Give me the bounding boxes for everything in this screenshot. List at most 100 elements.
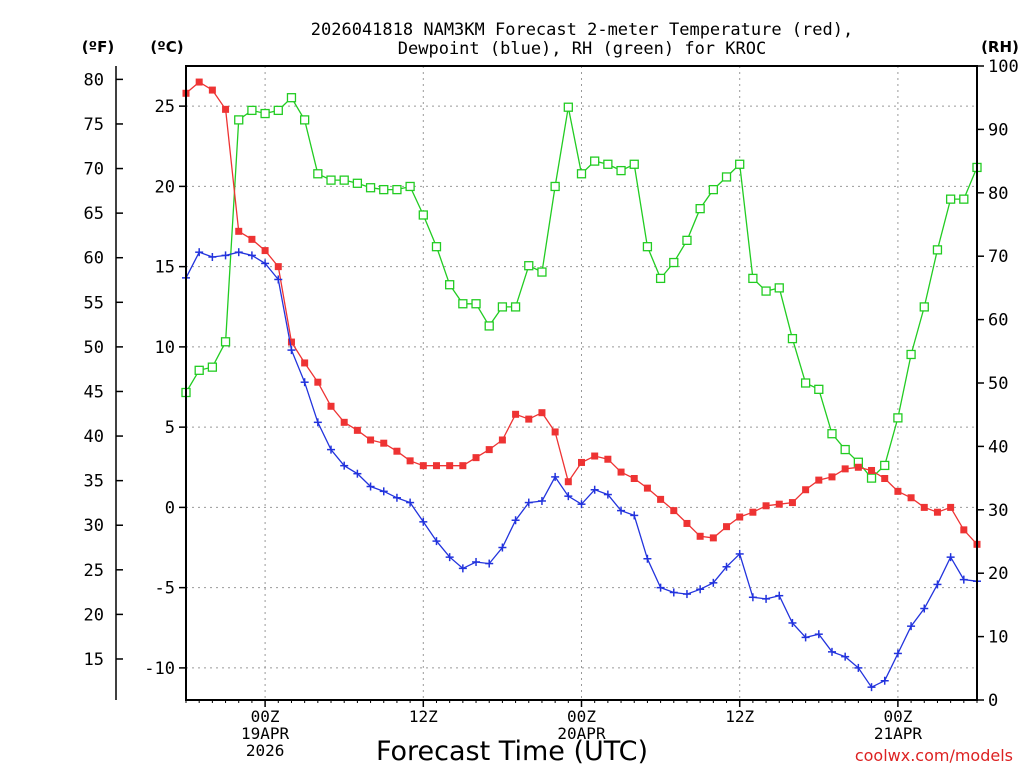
time-tick-label: 2026 [246, 741, 285, 760]
temperature-point [591, 452, 599, 460]
dewpoint-point [762, 594, 771, 603]
dewpoint-point [234, 248, 243, 257]
dewpoint-point [748, 593, 757, 602]
rh-tick-label: 60 [988, 311, 1008, 331]
temperature-point [868, 466, 876, 474]
dewpoint-point [722, 562, 731, 571]
celsius-tick-label: 10 [155, 338, 175, 358]
x-axis-label: Forecast Time (UTC) [376, 736, 648, 767]
dewpoint-point [827, 647, 836, 656]
time-tick-label: 12Z [725, 707, 754, 726]
rh-tick-label: 30 [988, 501, 1008, 521]
temperature-point [828, 473, 836, 481]
rh-point [919, 302, 929, 312]
temperature-point [340, 418, 348, 426]
time-tick-label: 00Z [883, 707, 912, 726]
rh-tick-label: 100 [988, 57, 1019, 77]
rh-point [787, 333, 798, 344]
rh-tick-label: 0 [988, 691, 998, 711]
series-temperature [182, 78, 981, 548]
dewpoint-point [564, 492, 573, 501]
rh-point [286, 93, 297, 103]
temperature-point [419, 462, 427, 470]
temperature-point [762, 502, 770, 510]
fahrenheit-tick-label: 15 [84, 650, 104, 670]
dewpoint-point [392, 493, 401, 502]
temperature-point [643, 484, 651, 492]
fahrenheit-unit-label: (ºF) [82, 38, 114, 56]
dewpoint-point [379, 487, 388, 496]
rh-point [220, 337, 231, 347]
rh-tick-label: 40 [988, 437, 1008, 457]
chart-title-line2: Dewpoint (blue), RH (green) for KROC [398, 39, 766, 59]
fahrenheit-tick-label: 30 [84, 516, 104, 536]
rh-point [431, 242, 442, 252]
rh-point [471, 299, 481, 309]
fahrenheit-axis: 80 75 70 65 60 55 50 45 40 35 30 25 20 15 [84, 66, 123, 700]
temperature-point [947, 503, 955, 511]
fahrenheit-tick-label: 40 [84, 427, 104, 447]
rh-point [603, 159, 613, 169]
fahrenheit-tick-label: 65 [84, 204, 104, 224]
temperature-point [788, 499, 796, 507]
temperature-point [551, 428, 559, 436]
rh-point [326, 175, 336, 185]
temperature-point [564, 478, 572, 486]
temperature-point [498, 436, 506, 444]
dewpoint-point [854, 663, 863, 672]
rh-point [299, 115, 310, 125]
time-tick-label: 00Z [567, 707, 596, 726]
rh-point [708, 184, 718, 195]
temperature-point [208, 86, 216, 94]
time-tick-label: 20APR [557, 724, 606, 743]
time-tick-label: 19APR [241, 724, 290, 743]
rh-point [194, 365, 204, 375]
dewpoint-point [406, 498, 415, 507]
rh-point [352, 178, 363, 188]
temperature-point [775, 500, 783, 508]
temperature-point [301, 359, 309, 367]
dewpoint-point [656, 583, 665, 592]
dewpoint-point [485, 559, 494, 568]
series-dewpoint [182, 248, 981, 692]
rh-point [814, 384, 824, 394]
temperature-point [525, 415, 533, 423]
rh-point [721, 172, 732, 182]
watermark: coolwx.com/models [855, 746, 1013, 765]
temperature-point [815, 476, 823, 484]
rh-point [655, 273, 666, 284]
rh-point [669, 257, 679, 268]
temperature-point [920, 503, 928, 511]
celsius-tick-label: 0 [165, 498, 175, 518]
rh-point [524, 261, 534, 271]
fahrenheit-tick-label: 75 [84, 115, 104, 135]
temperature-point [670, 507, 678, 515]
dewpoint-point [353, 469, 362, 478]
rh-point [695, 203, 705, 214]
dewpoint-point [261, 259, 270, 268]
rh-tick-label: 20 [988, 564, 1008, 584]
series-rh [181, 93, 982, 483]
temperature-point [683, 519, 691, 527]
dewpoint-point [524, 498, 533, 507]
dewpoint-point [841, 652, 850, 661]
rh-point [405, 181, 415, 192]
dewpoint-point [814, 630, 823, 639]
temperature-point [709, 534, 717, 542]
rh-point [550, 181, 560, 192]
temperature-point [854, 463, 862, 471]
rh-point [207, 362, 218, 372]
rh-point [682, 235, 692, 246]
time-tick-label: 21APR [874, 724, 923, 743]
rh-point [273, 105, 283, 116]
rh-point [735, 159, 745, 169]
dewpoint-point [195, 248, 204, 257]
dewpoint-point [498, 543, 507, 552]
temperature-point [380, 439, 388, 447]
rh-point [418, 210, 428, 220]
rh-tick-label: 50 [988, 374, 1008, 394]
fahrenheit-tick-label: 35 [84, 472, 104, 492]
plot-frame [185, 65, 978, 701]
